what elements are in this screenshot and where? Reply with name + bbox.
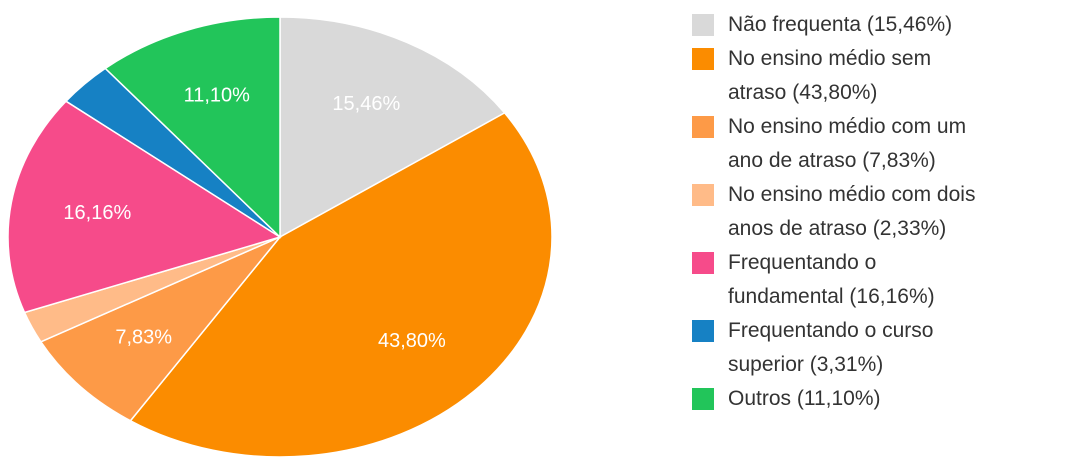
slice-label: 7,83%: [115, 326, 172, 348]
legend-swatch: [692, 252, 714, 274]
legend-entry: No ensino médio com um ano de atraso (7,…: [692, 110, 1069, 178]
legend-swatch: [692, 116, 714, 138]
legend-entry: No ensino médio sem atraso (43,80%): [692, 42, 1069, 110]
legend-label: No ensino médio com dois anos de atraso …: [728, 183, 976, 240]
slice-label: 11,10%: [184, 85, 251, 107]
legend-swatch: [692, 388, 714, 410]
pie-slice: [39, 236, 281, 422]
legend-label: Frequentando o fundamental (16,16%): [728, 251, 935, 308]
legend-label: Não frequenta (15,46%): [728, 13, 953, 36]
slice-label: 16,16%: [63, 202, 131, 224]
slice-label: 43,80%: [378, 330, 446, 352]
legend-swatch: [692, 14, 714, 36]
legend-entry: Não frequenta (15,46%): [692, 8, 1069, 42]
legend-entry: Outros (11,10%): [692, 382, 1069, 416]
pie-slice: [104, 16, 281, 239]
pie-slice: [279, 16, 506, 239]
legend-entry: No ensino médio com dois anos de atraso …: [692, 178, 1069, 246]
legend-label: Outros (11,10%): [728, 387, 881, 410]
legend-entry: Frequentando o fundamental (16,16%): [692, 246, 1069, 314]
legend: Não frequenta (15,46%) No ensino médio se…: [692, 8, 1069, 416]
slice-label: 15,46%: [332, 93, 400, 115]
legend-label: Frequentando o curso superior (3,31%): [728, 319, 934, 376]
legend-swatch: [692, 320, 714, 342]
legend-label: No ensino médio com um ano de atraso (7,…: [728, 115, 967, 172]
pie-slice: [129, 111, 553, 458]
legend-label: No ensino médio sem atraso (43,80%): [728, 47, 932, 104]
legend-swatch: [692, 184, 714, 206]
legend-swatch: [692, 48, 714, 70]
chart: 15,46% 43,80% 7,83% 16,16% 11,10%: [7, 16, 553, 458]
legend-entry: Frequentando o curso superior (3,31%): [692, 314, 1069, 382]
pie-slice: [7, 100, 282, 314]
